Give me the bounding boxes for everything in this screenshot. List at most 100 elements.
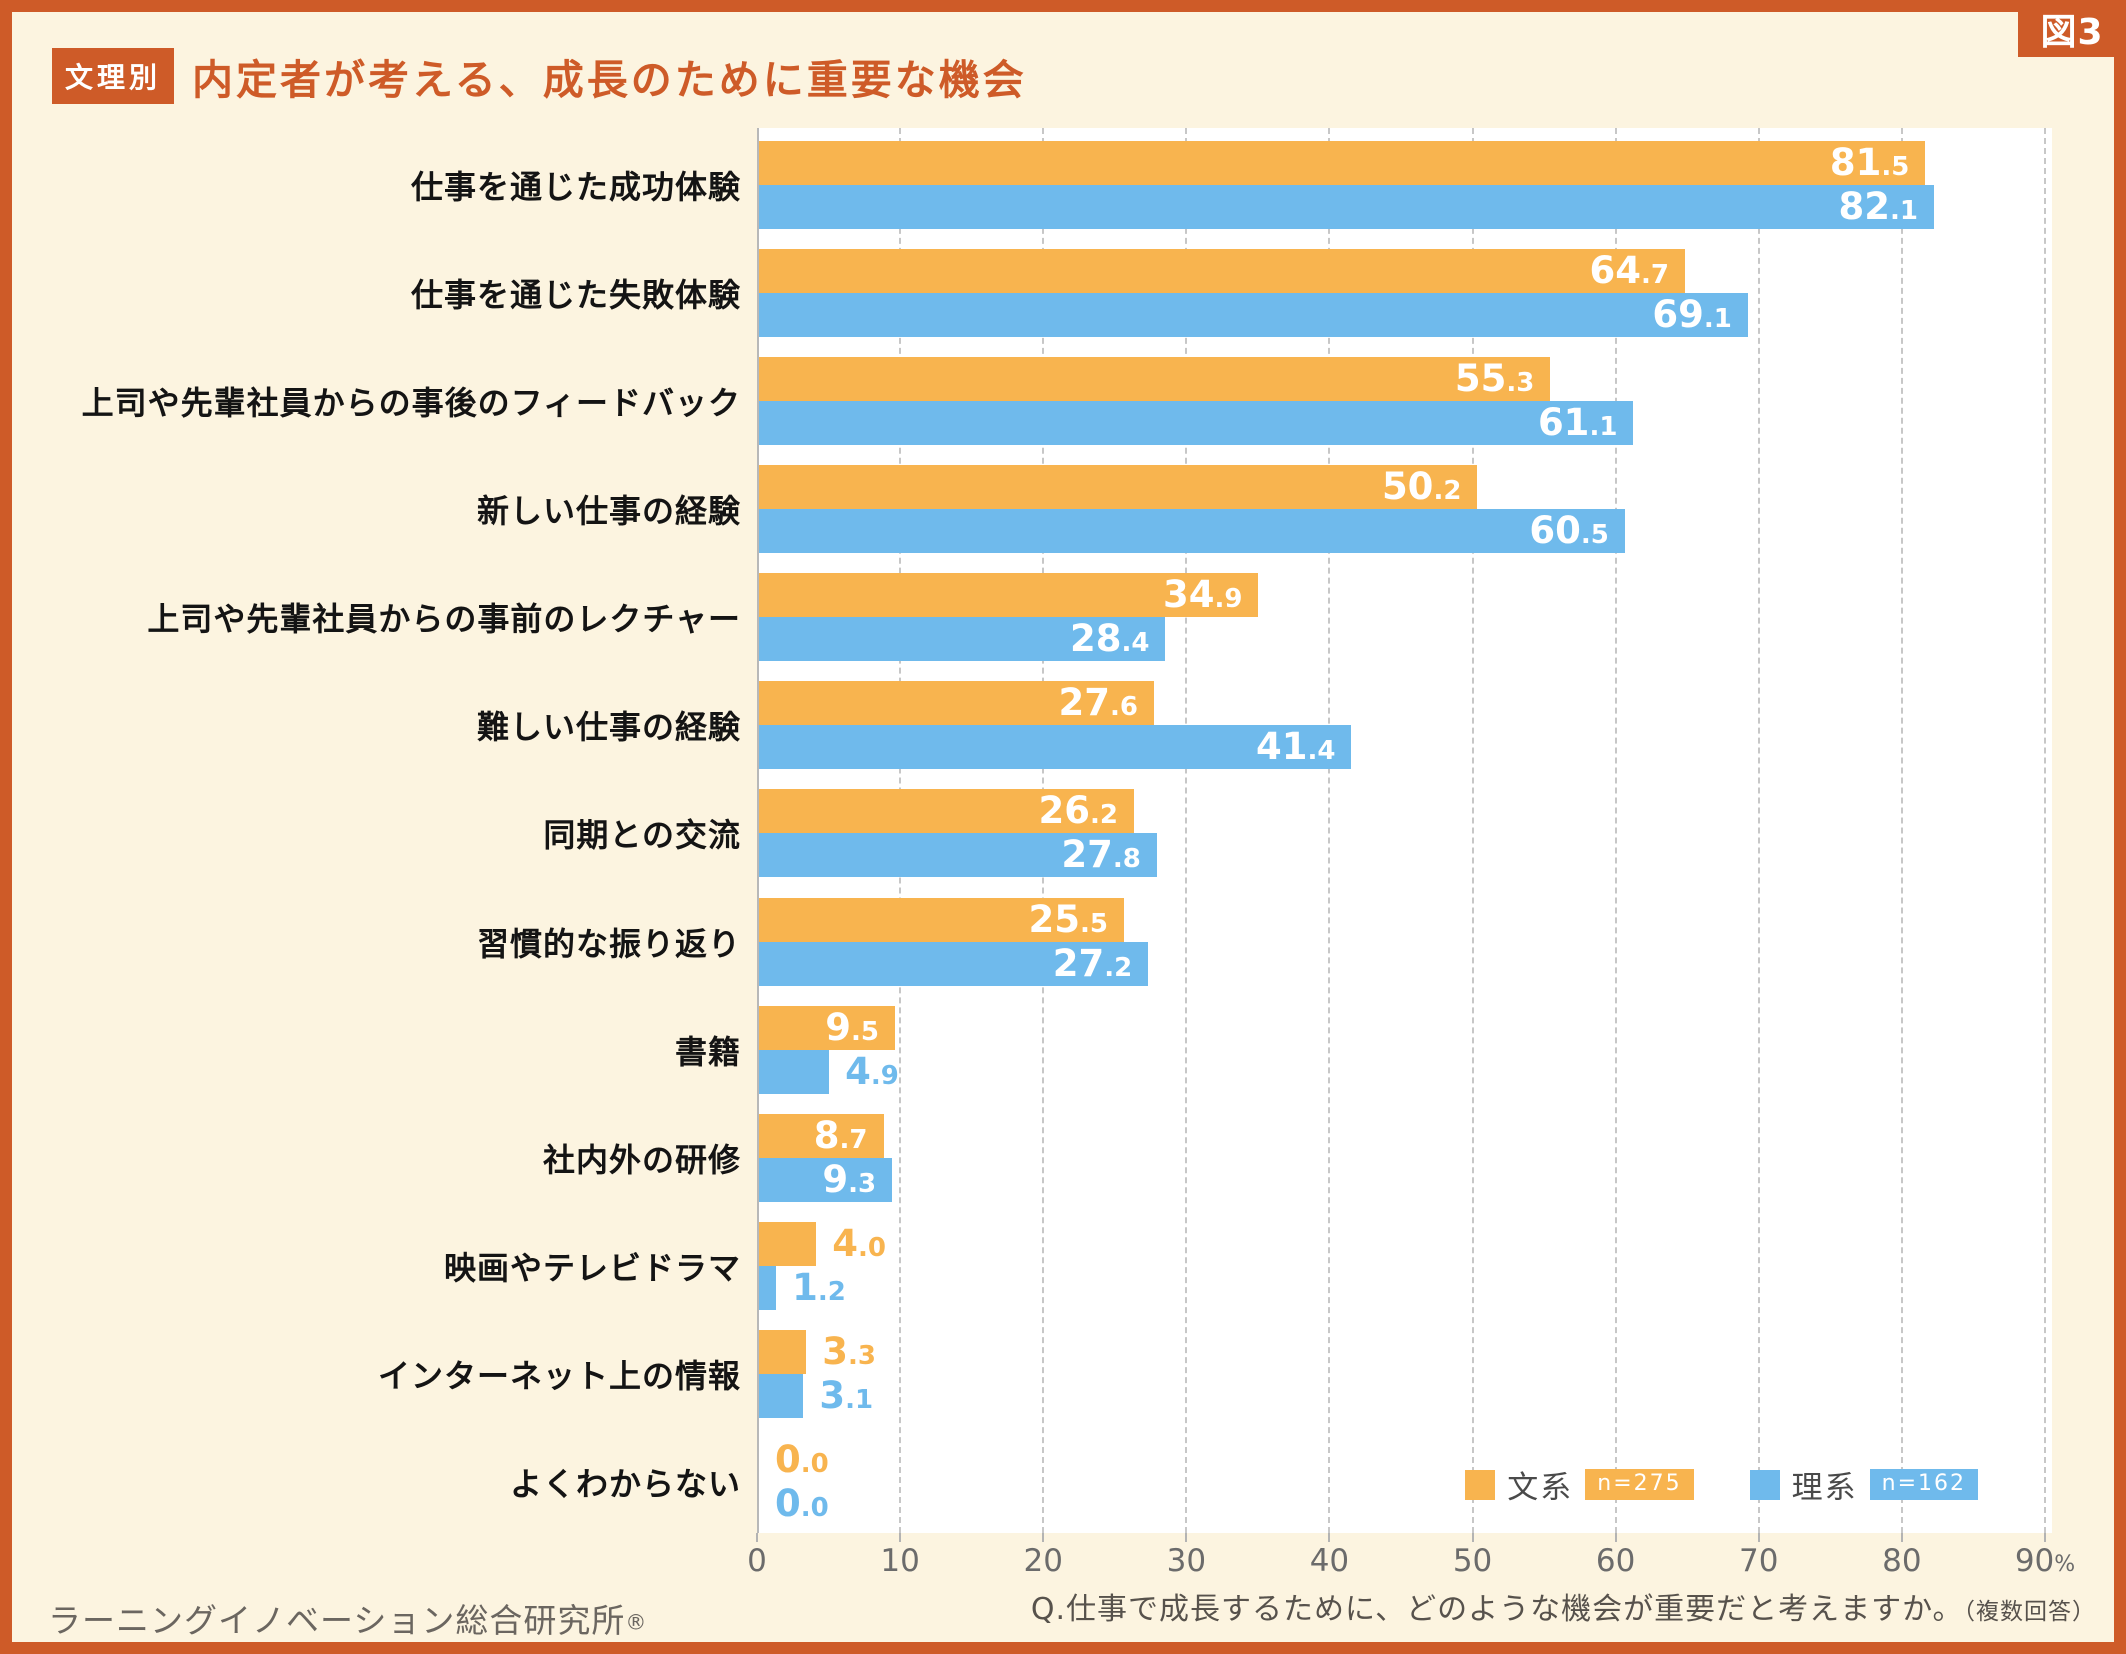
- gridline: [1185, 128, 1188, 1533]
- gridline: [1757, 128, 1760, 1533]
- bar-rikei: 61.1: [759, 401, 1634, 446]
- category-label: 同期との交流: [543, 816, 741, 855]
- legend-n-badge-bunkei: n=275: [1585, 1469, 1694, 1500]
- bar-rikei: 69.1: [759, 293, 1748, 338]
- bar-value-label: 4.9: [845, 1049, 899, 1093]
- gridline: [1900, 128, 1903, 1533]
- bar-value-label: 1.2: [792, 1265, 846, 1309]
- axis-tick-label: 30: [1166, 1543, 1207, 1579]
- bar-value-label: 64.7: [1589, 249, 1669, 293]
- category-row: 仕事を通じた成功体験 81.5 82.1: [411, 128, 2052, 236]
- bar-rikei: 28.4: [759, 617, 1166, 662]
- bar-value-label: 3.1: [819, 1373, 874, 1417]
- bar-bunkei: 8.7: [759, 1113, 884, 1158]
- bar-value-label: 81.5: [1829, 141, 1910, 184]
- axis-tick-label: 60: [1595, 1543, 1636, 1579]
- bar-rikei: [759, 1049, 830, 1094]
- axis-tick: [1042, 1533, 1045, 1542]
- bar-value-label: 4.0: [832, 1221, 886, 1265]
- legend: 文系 n=275 理系 n=162: [1465, 1462, 1978, 1507]
- gridline: [1471, 128, 1474, 1533]
- category-row: 難しい仕事の経験 27.6 41.4: [477, 668, 2052, 776]
- axis-tick: [1614, 1533, 1617, 1542]
- bar-value-label: 55.3: [1454, 357, 1535, 401]
- header: 文理別 内定者が考える、成長のために重要な機会: [52, 46, 1027, 106]
- category-type-badge: 文理別: [52, 48, 175, 104]
- axis-tick-label: 80: [1882, 1543, 1922, 1579]
- axis-tick-label: 50: [1452, 1543, 1493, 1579]
- bar-value-label: 60.5: [1529, 509, 1609, 553]
- legend-swatch-rikei: [1749, 1469, 1780, 1500]
- bar-value-label: 25.5: [1028, 897, 1108, 941]
- bar-value-label: 50.2: [1381, 465, 1462, 509]
- category-row: 新しい仕事の経験 50.2 60.5: [477, 452, 2052, 560]
- bar-value-label: 27.6: [1058, 681, 1138, 725]
- legend-swatch-bunkei: [1465, 1469, 1496, 1500]
- axis-percent-sign: %: [2054, 1552, 2076, 1577]
- bar-value-label: 26.2: [1038, 789, 1118, 833]
- category-row: 社内外の研修 8.7 9.3: [543, 1101, 2052, 1209]
- bar-rikei: [759, 1373, 804, 1418]
- x-axis-labels: 0 10 20 30 40 50 60 70 80 90%: [747, 1543, 2075, 1585]
- axis-tick-label: 20: [1023, 1543, 1063, 1579]
- source-name: ラーニングイノベーション総合研究所®: [48, 1594, 647, 1642]
- bar-bunkei: 25.5: [759, 897, 1124, 942]
- axis-tick-label: 0: [747, 1543, 767, 1579]
- bar-value-label: 0.0: [775, 1437, 829, 1481]
- axis-tick: [1900, 1533, 1903, 1542]
- bar-rikei: 27.8: [759, 833, 1157, 878]
- bar-bunkei: 27.6: [759, 681, 1154, 726]
- legend-item-bunkei: 文系 n=275: [1465, 1462, 1694, 1507]
- figure-number-tab: 図3: [2018, 0, 2126, 57]
- bar-rikei: 41.4: [759, 725, 1352, 770]
- bar-bunkei: 50.2: [759, 465, 1478, 510]
- bar-bunkei: 55.3: [759, 357, 1551, 402]
- category-label: 難しい仕事の経験: [476, 708, 741, 747]
- category-label: 社内外の研修: [542, 1140, 741, 1179]
- axis-tick-label: 90%: [2014, 1543, 2076, 1579]
- bar-bunkei: 64.7: [759, 249, 1685, 294]
- category-row: 習慣的な振り返り 25.5 27.2: [477, 885, 2052, 993]
- gridline: [2044, 128, 2046, 1533]
- bar-rikei: 27.2: [759, 941, 1149, 986]
- bar-value-label: 69.1: [1652, 293, 1732, 337]
- category-row: よくわからない 0.0 0.0: [510, 1425, 2052, 1533]
- category-row: インターネット上の情報 3.3 3.1: [378, 1317, 2052, 1425]
- survey-question-text: Q.仕事で成長するために、どのような機会が重要だと考えますか。: [1030, 1592, 1964, 1627]
- category-label: インターネット上の情報: [377, 1356, 741, 1395]
- gridline: [1614, 128, 1617, 1533]
- bar-value-label: 82.1: [1838, 185, 1918, 228]
- registered-trademark-mark: ®: [625, 1610, 648, 1635]
- bar-bunkei: 81.5: [759, 141, 1926, 185]
- axis-tick-label: 40: [1309, 1543, 1350, 1579]
- category-row: 上司や先輩社員からの事後のフィードバック 55.3 61.1: [82, 344, 2052, 452]
- plot-area: 文系 n=275 理系 n=162 仕事を通じた成功体験 81.5 82.1 仕事を通…: [82, 128, 2052, 1542]
- category-label: よくわからない: [509, 1464, 741, 1503]
- category-label: 映画やテレビドラマ: [443, 1248, 741, 1287]
- bar-rikei: 82.1: [759, 185, 1934, 229]
- bar-value-label: 34.9: [1162, 573, 1243, 617]
- bar-value-label: 28.4: [1069, 617, 1150, 661]
- survey-question-note: （複数回答）: [1963, 1599, 2096, 1625]
- page-title: 内定者が考える、成長のために重要な機会: [192, 56, 1027, 104]
- bar-value-label: 3.3: [822, 1329, 876, 1373]
- bar-value-label: 41.4: [1256, 725, 1336, 769]
- bar-rikei: [759, 1265, 777, 1310]
- legend-item-rikei: 理系 n=162: [1749, 1462, 1978, 1507]
- figure-number-label: 図3: [2040, 11, 2104, 53]
- category-label: 上司や先輩社員からの事後のフィードバック: [81, 384, 741, 423]
- axis-tick: [2044, 1533, 2046, 1542]
- bar-rikei: 60.5: [759, 509, 1625, 554]
- legend-label-rikei: 理系: [1791, 1470, 1858, 1506]
- bar-bunkei: 34.9: [759, 573, 1259, 618]
- bar-rikei: 9.3: [759, 1157, 893, 1202]
- category-label: 仕事を通じた失敗体験: [410, 276, 741, 315]
- bar-value-label: 8.7: [813, 1113, 868, 1157]
- category-label: 書籍: [674, 1032, 741, 1071]
- bar-value-label: 27.2: [1052, 941, 1133, 985]
- category-label: 仕事を通じた成功体験: [410, 168, 741, 206]
- bar-value-label: 0.0: [775, 1481, 829, 1525]
- bar-value-label: 9.3: [822, 1157, 877, 1201]
- legend-label-bunkei: 文系: [1507, 1470, 1574, 1506]
